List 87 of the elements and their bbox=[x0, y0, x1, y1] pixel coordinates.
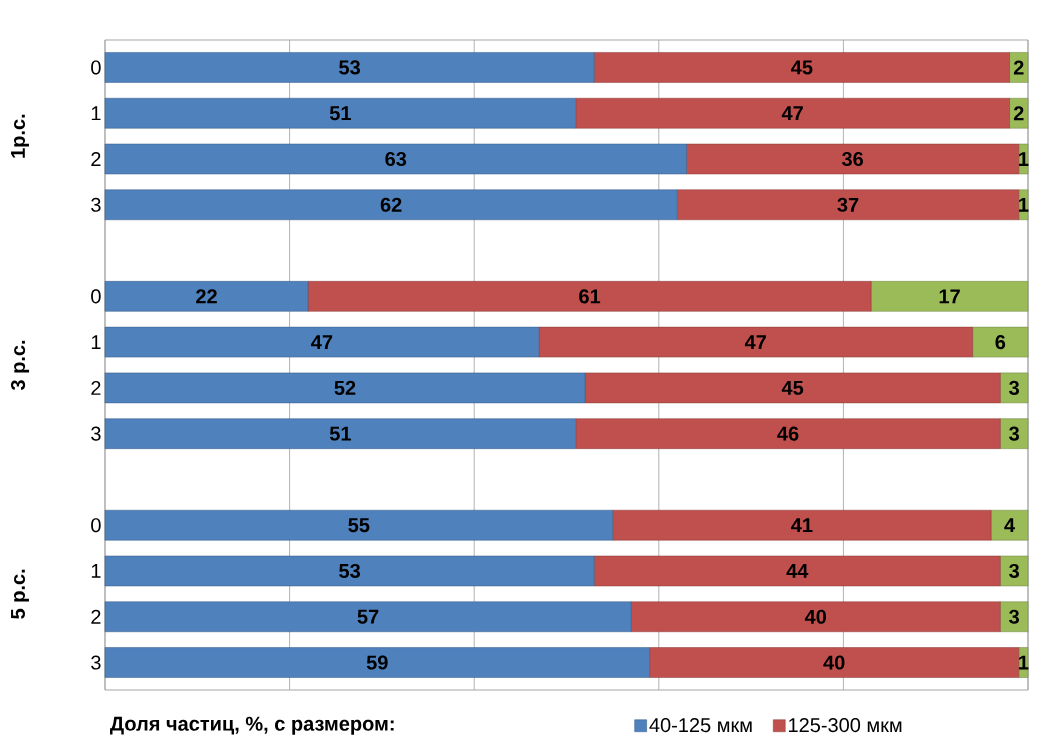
bar bbox=[104, 555, 595, 587]
data-label: 1 bbox=[1019, 655, 1029, 670]
y-tick-label: 0 bbox=[91, 289, 101, 304]
data-label: 3 bbox=[1009, 426, 1019, 441]
data-label: 62 bbox=[380, 197, 402, 212]
bar bbox=[990, 509, 1029, 541]
data-label: 3 bbox=[1009, 563, 1019, 579]
data-label: 57 bbox=[357, 609, 379, 624]
bar bbox=[1009, 52, 1029, 83]
y-tick-label: 2 bbox=[91, 380, 101, 395]
bar bbox=[104, 189, 678, 221]
bar bbox=[1000, 601, 1029, 633]
bar bbox=[1000, 555, 1029, 587]
data-label: 1 bbox=[1019, 152, 1029, 166]
y-tick-label: 2 bbox=[91, 152, 101, 166]
data-label: 44 bbox=[786, 564, 809, 578]
y-tick-label: 1 bbox=[91, 564, 101, 578]
data-label: 47 bbox=[781, 106, 803, 121]
data-label: 6 bbox=[995, 335, 1006, 350]
data-label: 45 bbox=[791, 60, 813, 75]
legend-label: 125-300 мкм bbox=[789, 718, 902, 733]
bar bbox=[104, 326, 540, 358]
y-tick-label: 0 bbox=[91, 60, 101, 75]
bar bbox=[1000, 372, 1029, 404]
bar bbox=[104, 52, 595, 83]
bar bbox=[104, 418, 576, 449]
data-label: 37 bbox=[837, 197, 859, 212]
data-label: 61 bbox=[579, 289, 601, 304]
data-label: 47 bbox=[744, 335, 766, 349]
data-label: 53 bbox=[339, 563, 360, 579]
bar bbox=[972, 326, 1029, 358]
bar bbox=[104, 143, 687, 175]
bar bbox=[593, 52, 1010, 83]
bar bbox=[104, 372, 586, 404]
data-label: 52 bbox=[334, 380, 356, 395]
data-label: 55 bbox=[348, 518, 370, 533]
data-label: 46 bbox=[777, 426, 799, 441]
y-tick-label: 2 bbox=[91, 609, 101, 624]
data-label: 59 bbox=[366, 655, 388, 670]
data-label: 2 bbox=[1013, 106, 1024, 121]
data-label: 3 bbox=[1009, 380, 1019, 395]
y-tick-label: 3 bbox=[91, 655, 101, 670]
bar bbox=[538, 326, 973, 358]
text: 3 р.с. bbox=[10, 340, 30, 391]
data-label: 4 bbox=[1004, 518, 1015, 533]
data-label: 36 bbox=[841, 151, 864, 167]
bar bbox=[686, 143, 1020, 175]
text: 5 р.с. bbox=[11, 569, 29, 619]
data-label: 45 bbox=[781, 380, 804, 395]
bar bbox=[1000, 418, 1029, 449]
bar bbox=[575, 97, 1010, 129]
y-tick-label: 0 bbox=[91, 518, 101, 533]
data-label: 40 bbox=[823, 655, 845, 670]
bar bbox=[104, 281, 309, 312]
bar bbox=[677, 189, 1020, 221]
data-label: 2 bbox=[1013, 60, 1024, 75]
data-label: 17 bbox=[939, 289, 960, 304]
data-label: 53 bbox=[339, 60, 360, 75]
y-tick-label: 1 bbox=[91, 106, 101, 121]
y-tick-label: 3 bbox=[91, 197, 101, 212]
data-label: 22 bbox=[196, 289, 217, 304]
legend-title: Доля частиц, %, с размером: bbox=[110, 716, 394, 735]
y-tick-label: 3 bbox=[91, 426, 101, 441]
data-label: 3 bbox=[1009, 609, 1019, 624]
data-label: 41 bbox=[791, 518, 813, 533]
bar bbox=[104, 509, 613, 541]
text: 1р.с. bbox=[11, 114, 29, 158]
bar bbox=[575, 418, 1001, 449]
bar bbox=[870, 281, 1029, 312]
bar bbox=[612, 509, 992, 541]
data-label: 51 bbox=[329, 426, 351, 441]
bar bbox=[1018, 143, 1029, 175]
bar bbox=[584, 372, 1001, 404]
data-label: 63 bbox=[385, 151, 407, 167]
data-label: 1 bbox=[1019, 197, 1029, 212]
bar bbox=[630, 601, 1001, 633]
bar bbox=[104, 647, 650, 678]
data-label: 47 bbox=[311, 335, 333, 349]
bar bbox=[104, 601, 632, 633]
bar bbox=[593, 555, 1001, 587]
legend-label: 40-125 мкм bbox=[649, 718, 752, 733]
bar bbox=[104, 97, 576, 129]
bar bbox=[307, 281, 872, 312]
y-tick-label: 1 bbox=[91, 335, 101, 349]
data-label: 51 bbox=[329, 106, 351, 121]
data-label: 40 bbox=[804, 609, 827, 624]
bar bbox=[649, 647, 1020, 678]
